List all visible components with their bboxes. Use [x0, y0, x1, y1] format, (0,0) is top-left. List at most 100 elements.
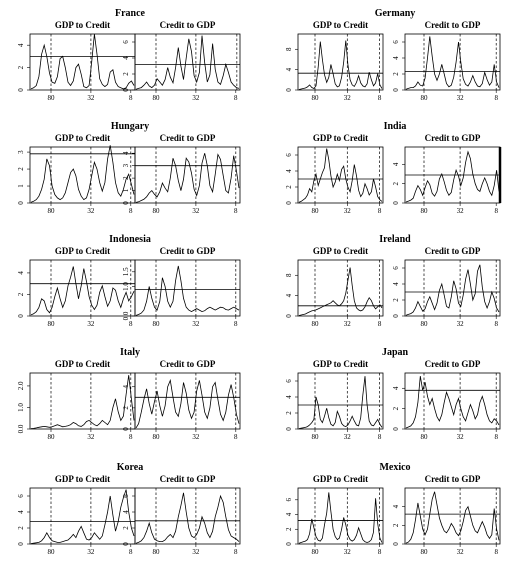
y-tick-label: 6: [122, 494, 130, 498]
panel-title: Credit to GDP: [160, 246, 216, 256]
plot-frame: [404, 372, 501, 430]
spectrum-line: [30, 33, 135, 90]
x-tick-label: 32: [457, 433, 465, 441]
y-tick-label: 6: [285, 153, 293, 157]
spectrum-line: [298, 492, 383, 544]
x-tick-label: 32: [192, 94, 200, 102]
y-tick-label: 0: [17, 88, 25, 92]
spectrum-line: [135, 492, 240, 544]
spectrum-line: [298, 40, 383, 90]
y-tick-label: 6: [392, 40, 400, 44]
x-tick-label: 8: [494, 548, 498, 556]
x-tick-label: 80: [153, 320, 161, 328]
plot-frame: [297, 33, 384, 91]
country-title: Italy: [120, 347, 140, 358]
x-tick-label: 8: [234, 207, 238, 215]
x-tick-label: 80: [48, 207, 56, 215]
y-tick-label: 4: [392, 282, 400, 286]
plot-frame: [297, 372, 384, 430]
y-tick-label: 1: [122, 188, 130, 192]
plot-frame: [297, 259, 384, 317]
y-tick-label: 0: [285, 201, 293, 205]
country-title: Ireland: [379, 234, 411, 245]
plot-frame: [134, 33, 241, 91]
y-tick-label: 8: [285, 47, 293, 51]
spectrum-line: [405, 150, 500, 203]
x-tick-label: 32: [457, 207, 465, 215]
y-tick-label: 0: [392, 88, 400, 92]
x-tick-label: 80: [48, 320, 56, 328]
panel-title: Credit to GDP: [425, 246, 481, 256]
y-tick-label: 2: [122, 72, 130, 76]
x-tick-label: 8: [494, 94, 498, 102]
panel-title: GDP to Credit: [313, 133, 368, 143]
x-tick-label: 32: [192, 433, 200, 441]
x-tick-label: 32: [457, 548, 465, 556]
y-tick-label: 4: [17, 510, 25, 514]
plot-frame: [297, 487, 384, 545]
y-tick-label: 1.5: [122, 267, 130, 276]
y-tick-label: 4: [285, 67, 293, 71]
panel-title: Credit to GDP: [425, 133, 481, 143]
y-tick-label: 1: [17, 184, 25, 188]
panel-title: Credit to GDP: [160, 359, 216, 369]
y-tick-label: 4: [392, 56, 400, 60]
x-tick-label: 32: [192, 320, 200, 328]
x-tick-label: 32: [87, 548, 95, 556]
panel-title: GDP to Credit: [55, 246, 110, 256]
y-tick-label: 0: [285, 88, 293, 92]
plot-frame: [29, 372, 136, 430]
y-tick-label: 0: [122, 542, 130, 546]
y-tick-label: 2: [285, 527, 293, 531]
plot-frame: [134, 146, 241, 204]
y-tick-label: 2: [392, 406, 400, 410]
x-tick-label: 80: [421, 548, 429, 556]
x-tick-label: 8: [378, 320, 382, 328]
x-tick-label: 8: [378, 548, 382, 556]
panel-title: GDP to Credit: [313, 246, 368, 256]
plot-frame: [134, 259, 241, 317]
y-tick-label: 0: [285, 314, 293, 318]
x-tick-label: 32: [344, 320, 352, 328]
country-title: France: [115, 8, 146, 19]
panel-title: Credit to GDP: [160, 133, 216, 143]
y-tick-label: 4: [122, 56, 130, 60]
y-tick-label: 6: [392, 266, 400, 270]
panel-title: Credit to GDP: [425, 359, 481, 369]
spectrum-line: [135, 378, 240, 429]
x-tick-label: 80: [48, 94, 56, 102]
y-tick-label: 2: [392, 72, 400, 76]
y-tick-label: 0.0: [17, 424, 25, 433]
y-tick-label: 2: [285, 411, 293, 415]
x-tick-label: 8: [378, 207, 382, 215]
panel-title: GDP to Credit: [55, 20, 110, 30]
panel-title: GDP to Credit: [55, 474, 110, 484]
spectrum-line: [135, 153, 240, 203]
spectrum-line: [405, 376, 500, 429]
panel-title: GDP to Credit: [55, 359, 110, 369]
x-tick-label: 32: [87, 207, 95, 215]
x-tick-label: 80: [421, 207, 429, 215]
y-tick-label: 2: [122, 176, 130, 180]
x-tick-label: 8: [494, 207, 498, 215]
x-tick-label: 80: [153, 548, 161, 556]
x-tick-label: 80: [312, 320, 320, 328]
spectrum-line: [30, 266, 135, 316]
y-tick-label: 0: [392, 542, 400, 546]
y-tick-label: 3: [17, 150, 25, 154]
country-title: India: [384, 121, 407, 132]
x-tick-label: 80: [421, 320, 429, 328]
y-tick-label: 4: [392, 504, 400, 508]
y-tick-label: 4: [285, 293, 293, 297]
y-tick-label: 0: [122, 201, 130, 205]
panel-title: Credit to GDP: [160, 474, 216, 484]
spectrum-line: [405, 36, 500, 90]
x-tick-label: 32: [344, 548, 352, 556]
plot-frame: [404, 487, 501, 545]
y-tick-label: 2: [392, 181, 400, 185]
x-tick-label: 8: [378, 433, 382, 441]
spectrum-line: [30, 145, 135, 203]
x-tick-label: 32: [192, 548, 200, 556]
y-tick-label: 6: [285, 379, 293, 383]
